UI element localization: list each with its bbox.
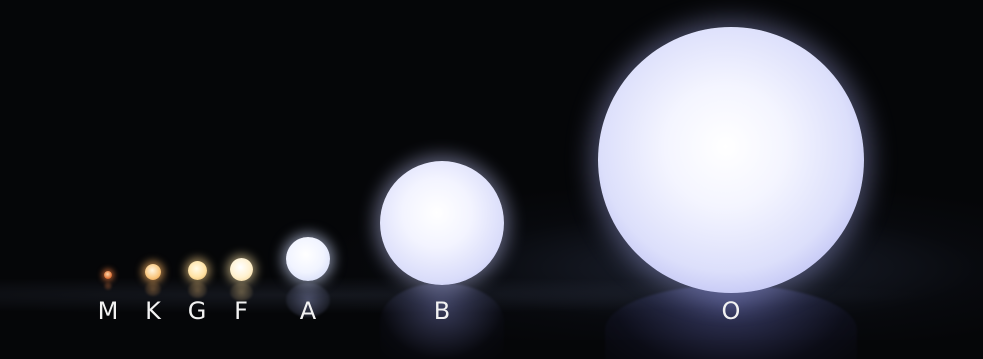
star-o-reflection (605, 285, 857, 359)
star-f-reflection (230, 283, 253, 301)
star-k-reflection (145, 282, 161, 296)
label-k: K (145, 297, 161, 325)
star-a (286, 237, 330, 281)
label-m: M (97, 297, 119, 325)
star-b (380, 161, 504, 285)
star-m-reflection (104, 282, 112, 290)
star-o (598, 27, 864, 293)
label-f: F (234, 297, 248, 325)
star-g (188, 261, 207, 280)
star-k (145, 264, 161, 280)
star-b-reflection (380, 283, 504, 359)
star-g-reflection (188, 282, 207, 298)
label-g: G (187, 297, 207, 325)
label-o: O (721, 297, 741, 325)
star-f (230, 258, 253, 281)
label-b: B (433, 297, 451, 325)
star-m (104, 271, 112, 279)
star-a-reflection (286, 283, 330, 317)
label-a: A (299, 297, 317, 325)
